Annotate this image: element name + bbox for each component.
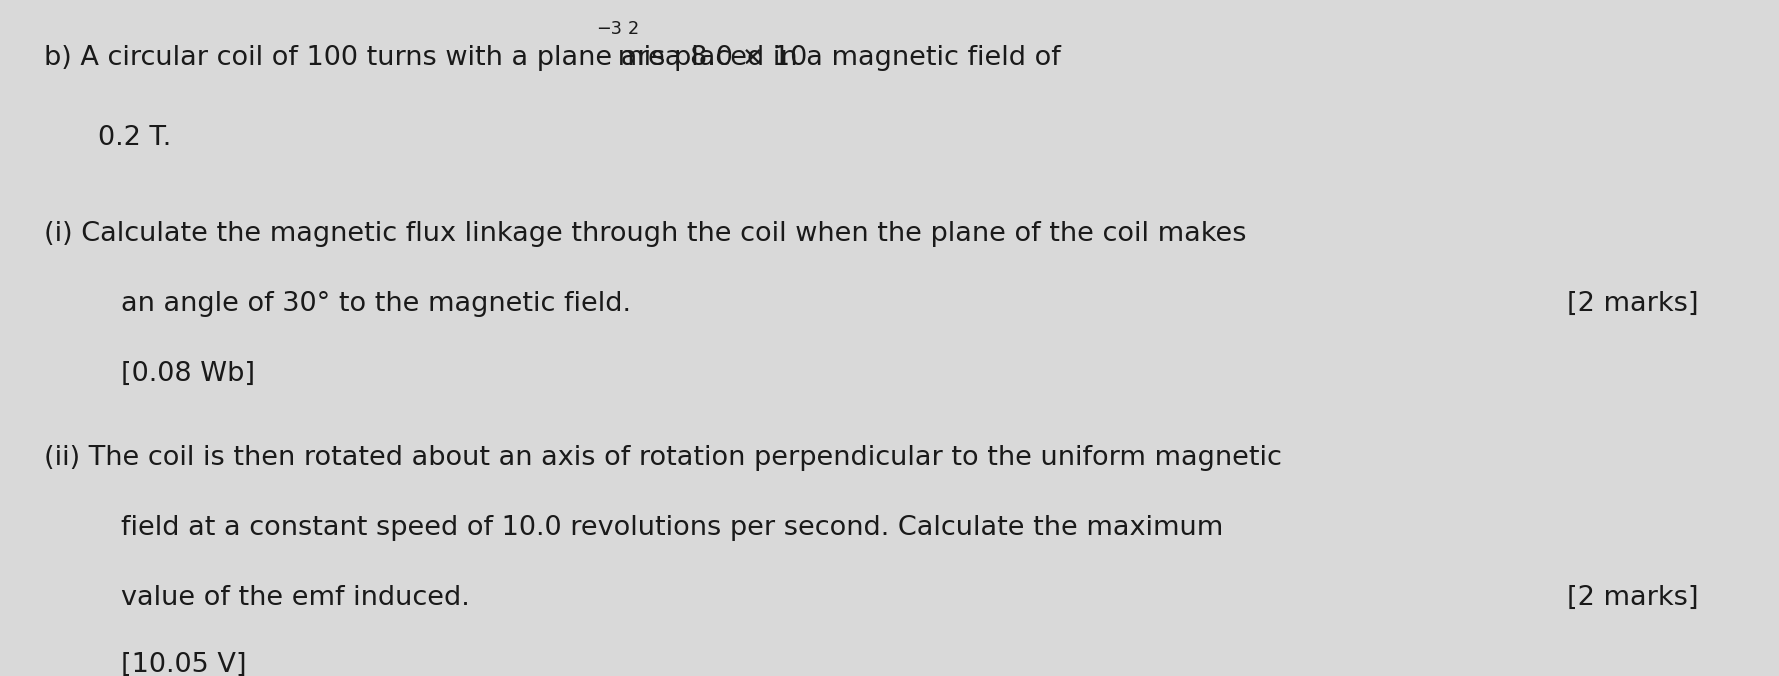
Text: b) A circular coil of 100 turns with a plane area 8.0 × 10: b) A circular coil of 100 turns with a p… (44, 45, 808, 71)
Text: field at a constant speed of 10.0 revolutions per second. Calculate the maximum: field at a constant speed of 10.0 revolu… (121, 515, 1224, 541)
Text: [10.05 V]: [10.05 V] (121, 652, 247, 676)
Text: is placed in a magnetic field of: is placed in a magnetic field of (635, 45, 1060, 71)
Text: (ii) The coil is then rotated about an axis of rotation perpendicular to the uni: (ii) The coil is then rotated about an a… (44, 445, 1283, 470)
Text: m: m (608, 45, 644, 71)
Text: value of the emf induced.: value of the emf induced. (121, 585, 470, 611)
Text: [2 marks]: [2 marks] (1567, 585, 1699, 611)
Text: 2: 2 (628, 20, 639, 39)
Text: 0.2 T.: 0.2 T. (98, 124, 171, 151)
Text: (i) Calculate the magnetic flux linkage through the coil when the plane of the c: (i) Calculate the magnetic flux linkage … (44, 220, 1247, 247)
Text: an angle of 30° to the magnetic field.: an angle of 30° to the magnetic field. (121, 291, 632, 317)
Text: [2 marks]: [2 marks] (1567, 291, 1699, 317)
Text: −3: −3 (596, 20, 623, 39)
Text: [0.08 Wb]: [0.08 Wb] (121, 362, 254, 387)
